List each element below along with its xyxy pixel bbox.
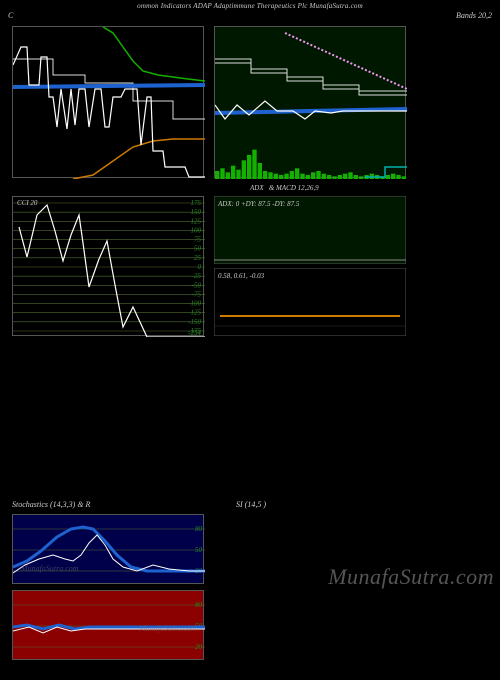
row1-titles: C B Price, Volume, MA Bands 20,2 <box>0 11 500 22</box>
panel-cci-label: CCI 20 <box>17 199 37 207</box>
svg-text:50: 50 <box>194 245 202 253</box>
svg-text:80: 80 <box>195 525 203 533</box>
svg-text:150: 150 <box>191 208 202 216</box>
panel-rsi: 805020MunafaSutra.com <box>12 590 204 660</box>
svg-text:ADX: 0 +DY: 87.5 -DY: 87.5: ADX: 0 +DY: 87.5 -DY: 87.5 <box>217 200 300 208</box>
svg-text:-125: -125 <box>188 309 201 317</box>
svg-text:20: 20 <box>195 643 203 651</box>
row1-right: Bands 20,2 <box>456 11 492 20</box>
watermark: MunafaSutra.com <box>328 564 494 590</box>
svg-text:MunafaSutra.com: MunafaSutra.com <box>20 564 79 573</box>
row3-left-title: Stochastics (14,3,3) & R <box>12 500 90 509</box>
panel-price-volume <box>214 26 406 178</box>
svg-text:0.58, 0.61, -0.03: 0.58, 0.61, -0.03 <box>218 272 265 280</box>
svg-text:-50: -50 <box>192 281 202 289</box>
row1-left: C <box>8 11 26 20</box>
svg-text:-100: -100 <box>188 300 201 308</box>
svg-text:75: 75 <box>194 236 202 244</box>
panel-stochastics: 805020MunafaSutra.com <box>12 514 204 584</box>
page-title: ommon Indicators ADAP Adaptimmune Therap… <box>0 0 500 11</box>
svg-text:-150: -150 <box>188 318 201 326</box>
row3-right-title: SI (14,5 ) <box>236 500 266 509</box>
svg-text:-75: -75 <box>192 290 202 298</box>
svg-text:25: 25 <box>194 254 202 262</box>
panel-cci: 175150125100 7550250-25-50-75 -100-125-150… <box>12 196 204 336</box>
panel-bollinger <box>12 26 204 178</box>
svg-text:125: 125 <box>191 217 202 225</box>
svg-text:100: 100 <box>191 226 202 234</box>
svg-text:-234: -234 <box>188 329 201 337</box>
svg-text:50: 50 <box>195 546 203 554</box>
panel-adx-macd: ADX: 0 +DY: 87.5 -DY: 87.5 0.58, 0.61, -0… <box>214 196 406 336</box>
svg-text:175: 175 <box>191 199 202 207</box>
svg-text:MunafaSutra.com: MunafaSutra.com <box>138 624 197 633</box>
svg-text:0: 0 <box>198 263 202 271</box>
svg-text:-25: -25 <box>192 272 202 280</box>
svg-text:80: 80 <box>195 601 203 609</box>
